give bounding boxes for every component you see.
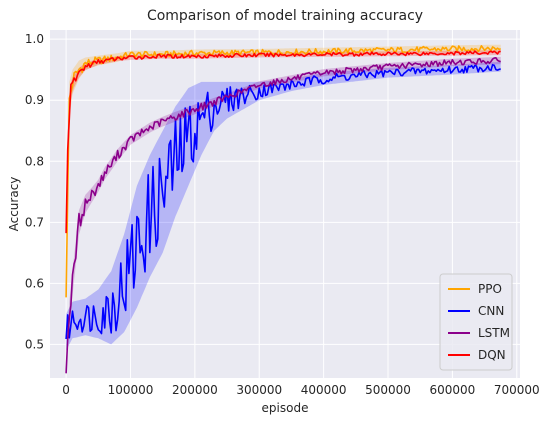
series-line-dqn <box>65 50 501 234</box>
x-tick-label: 100000 <box>108 383 154 397</box>
x-axis-label: episode <box>262 401 309 415</box>
y-tick-label: 0.8 <box>25 154 44 168</box>
legend-label-ppo: PPO <box>478 282 502 296</box>
legend-label-lstm: LSTM <box>478 326 510 340</box>
y-axis-ticks: 0.5 0.6 0.7 0.8 0.9 1.0 <box>25 32 44 351</box>
legend-box <box>439 273 513 371</box>
y-tick-label: 0.9 <box>25 93 44 107</box>
series-line-lstm <box>65 57 501 374</box>
y-axis-label: Accuracy <box>7 177 21 232</box>
legend: PPO CNN LSTM DQN <box>439 273 513 371</box>
x-tick-label: 200000 <box>172 383 218 397</box>
series-lines <box>65 45 502 374</box>
y-tick-label: 0.5 <box>25 337 44 351</box>
x-tick-label: 0 <box>62 383 70 397</box>
x-tick-label: 700000 <box>494 383 540 397</box>
series-line-cnn <box>65 63 501 340</box>
x-tick-label: 500000 <box>365 383 411 397</box>
x-tick-label: 600000 <box>429 383 475 397</box>
y-tick-label: 0.6 <box>25 276 44 290</box>
x-tick-label: 300000 <box>236 383 282 397</box>
x-tick-label: 400000 <box>301 383 347 397</box>
y-tick-label: 0.7 <box>25 215 44 229</box>
chart-title: Comparison of model training accuracy <box>147 8 423 24</box>
y-tick-label: 1.0 <box>25 32 44 46</box>
x-axis-ticks: 0 100000 200000 300000 400000 500000 600000 700… <box>62 383 539 397</box>
legend-label-dqn: DQN <box>478 348 506 362</box>
legend-label-cnn: CNN <box>478 304 504 318</box>
